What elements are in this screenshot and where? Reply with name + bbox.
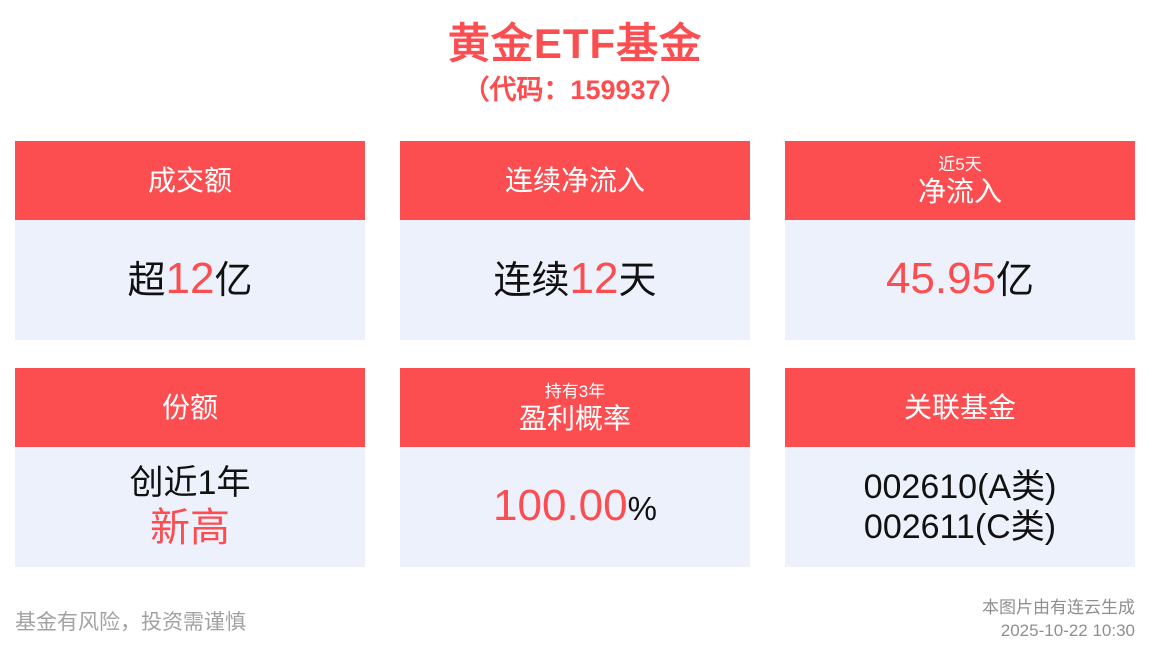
- card-value: 45.95亿: [886, 256, 1034, 304]
- card-shares-header: 份额: [15, 368, 365, 447]
- card-net-inflow-streak-value: 连续12天: [400, 220, 750, 340]
- value-suffix: %: [627, 489, 657, 527]
- card-header-label: 净流入: [917, 175, 1002, 207]
- value-prefix: 连续: [493, 260, 570, 302]
- card-net-inflow-streak-header: 连续净流入: [400, 141, 750, 220]
- footer-disclaimer: 基金有风险，投资需谨慎: [15, 611, 246, 634]
- value-number: 12: [165, 254, 215, 303]
- fund-code-c: 002611(C类): [863, 508, 1057, 546]
- watermark-timestamp: 2025-10-22 10:30: [1000, 621, 1135, 640]
- card-5day-net-inflow-value: 45.95亿: [785, 220, 1135, 340]
- card-header-sublabel: 持有3年: [544, 381, 606, 401]
- value-line2: 新高: [150, 506, 230, 550]
- card-5day-net-inflow-header: 近5天 净流入: [785, 141, 1135, 220]
- value-suffix: 亿: [214, 260, 253, 302]
- value-line1: 创近1年: [129, 464, 251, 502]
- card-value: 100.00%: [493, 480, 657, 532]
- value-number: 12: [569, 254, 619, 303]
- value-number: 45.95: [885, 254, 997, 303]
- card-header-label: 连续净流入: [504, 165, 645, 196]
- card-profit-probability-header: 持有3年 盈利概率: [400, 368, 750, 447]
- card-turnover: 成交额 超12亿: [15, 141, 365, 340]
- stat-card-grid: 成交额 超12亿 连续净流入 连续12天 近5天 净流入 45.95亿 份额 创…: [15, 141, 1135, 567]
- card-related-funds: 关联基金 002610(A类) 002611(C类): [785, 368, 1135, 567]
- card-turnover-header: 成交额: [15, 141, 365, 220]
- fund-code-a: 002610(A类): [863, 468, 1057, 506]
- value-prefix: 超: [127, 260, 166, 302]
- card-header-label: 盈利概率: [518, 402, 631, 434]
- card-value: 连续12天: [494, 256, 657, 304]
- card-header-label: 份额: [161, 392, 218, 423]
- card-turnover-value: 超12亿: [15, 220, 365, 340]
- card-header-sublabel: 近5天: [938, 154, 982, 174]
- card-profit-probability-value: 100.00%: [400, 447, 750, 567]
- watermark-source: 本图片由有连云生成: [982, 598, 1135, 617]
- card-profit-probability: 持有3年 盈利概率 100.00%: [400, 368, 750, 567]
- card-header-label: 成交额: [147, 165, 232, 196]
- page-subtitle: （代码：159937）: [462, 75, 688, 105]
- card-shares-value: 创近1年 新高: [15, 447, 365, 567]
- page-title: 黄金ETF基金: [447, 20, 703, 67]
- card-shares: 份额 创近1年 新高: [15, 368, 365, 567]
- card-header-label: 关联基金: [903, 392, 1016, 423]
- value-number: 100.00: [493, 480, 628, 530]
- card-5day-net-inflow: 近5天 净流入 45.95亿: [785, 141, 1135, 340]
- card-net-inflow-streak: 连续净流入 连续12天: [400, 141, 750, 340]
- card-related-funds-header: 关联基金: [785, 368, 1135, 447]
- watermark: 本图片由有连云生成 2025-10-22 10:30: [982, 596, 1135, 642]
- card-value: 超12亿: [128, 256, 253, 304]
- value-suffix: 亿: [996, 260, 1035, 302]
- card-related-funds-value: 002610(A类) 002611(C类): [785, 447, 1135, 567]
- value-suffix: 天: [618, 260, 657, 302]
